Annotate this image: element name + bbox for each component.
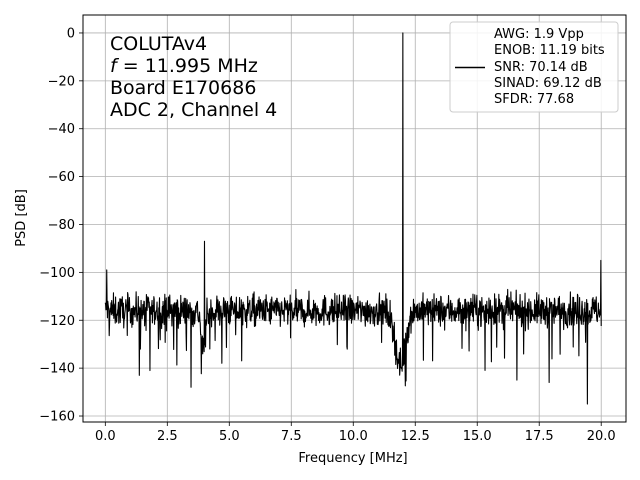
psd-series-line — [104, 32, 602, 405]
info-annotation: COLUTAv4 f = 11.995 MHz Board E170686 AD… — [110, 33, 277, 121]
annotation-channel: ADC 2, Channel 4 — [110, 99, 277, 121]
y-tick-label: −20 — [48, 74, 75, 89]
x-tick-label: 10.0 — [339, 429, 368, 444]
y-tick-label: 0 — [67, 26, 75, 41]
y-tick-label: −160 — [39, 410, 75, 425]
x-tick-label: 7.5 — [281, 429, 302, 444]
y-tick-label: −100 — [39, 266, 75, 281]
annotation-freq-symbol: f — [110, 55, 120, 77]
legend-line-sfdr: SFDR: 77.68 — [494, 92, 574, 107]
x-tick-label: 5.0 — [219, 429, 240, 444]
x-tick-label: 2.5 — [157, 429, 178, 444]
x-axis-label: Frequency [MHz] — [298, 451, 407, 466]
x-axis-ticks: 0.0 2.5 5.0 7.5 10.0 12.5 15.0 17.5 20.0 — [95, 422, 616, 444]
x-tick-label: 20.0 — [587, 429, 616, 444]
x-tick-label: 15.0 — [463, 429, 492, 444]
legend-line-snr: SNR: 70.14 dB — [494, 60, 588, 75]
y-tick-label: −80 — [48, 218, 75, 233]
y-tick-label: −120 — [39, 314, 75, 329]
x-tick-label: 17.5 — [525, 429, 554, 444]
plot-frame — [82, 14, 627, 423]
legend-line-awg: AWG: 1.9 Vpp — [494, 27, 584, 42]
annotation-frequency: f = 11.995 MHz — [110, 55, 258, 77]
y-tick-label: −60 — [48, 170, 75, 185]
y-axis-ticks: 0 −20 −40 −60 −80 −100 −120 −140 −160 — [39, 26, 83, 425]
y-axis-label: PSD [dB] — [14, 189, 29, 247]
legend-box — [449, 21, 619, 113]
legend: AWG: 1.9 Vpp ENOB: 11.19 bits SNR: 70.14… — [449, 21, 619, 113]
y-tick-label: −40 — [48, 122, 75, 137]
legend-line-sinad: SINAD: 69.12 dB — [494, 76, 602, 91]
y-tick-label: −140 — [39, 362, 75, 377]
legend-line-enob: ENOB: 11.19 bits — [494, 43, 605, 58]
x-tick-label: 12.5 — [401, 429, 430, 444]
annotation-board: Board E170686 — [110, 77, 256, 99]
annotation-product: COLUTAv4 — [110, 33, 207, 55]
x-tick-label: 0.0 — [95, 429, 116, 444]
annotation-freq-value: = 11.995 MHz — [117, 55, 258, 77]
